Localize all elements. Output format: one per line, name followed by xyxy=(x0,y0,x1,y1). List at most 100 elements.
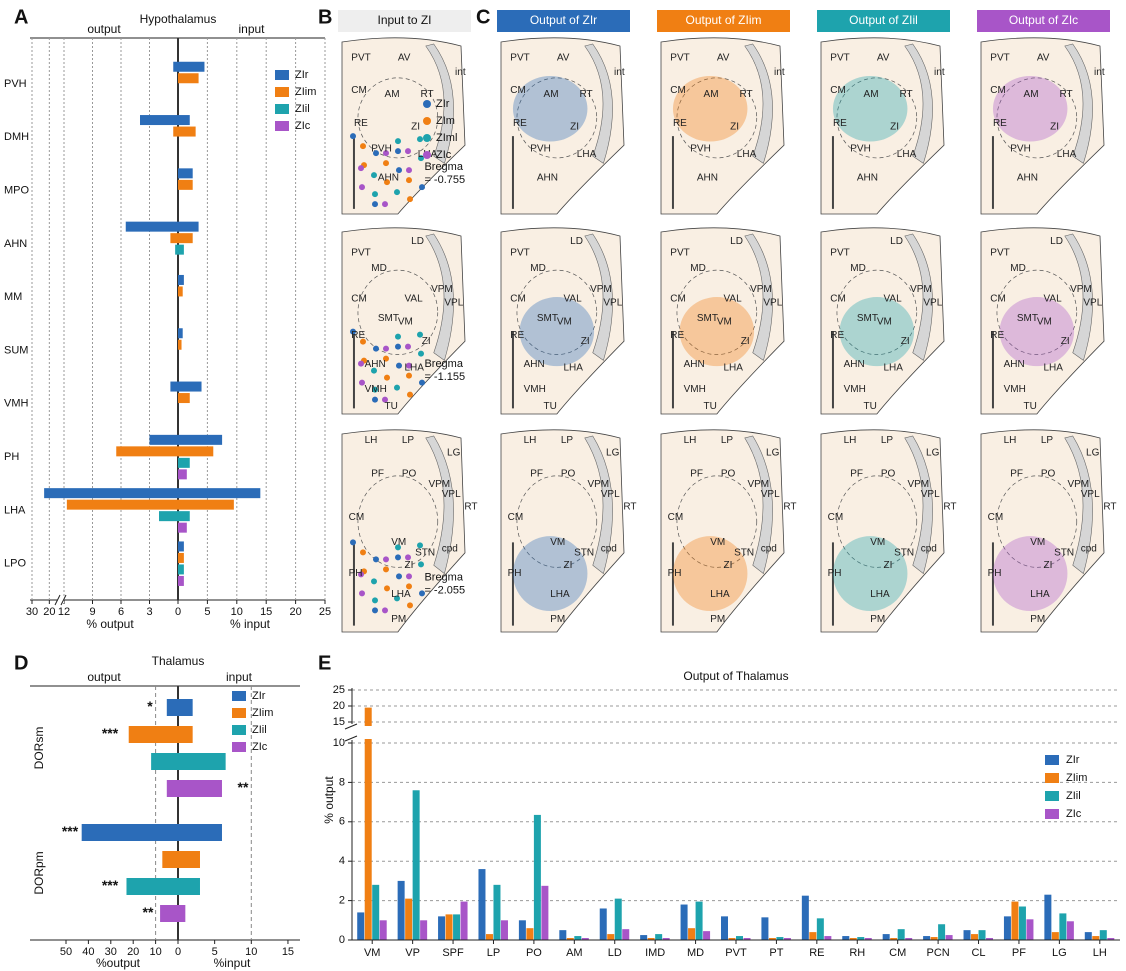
bar-input xyxy=(178,780,222,797)
legend-label: ZIc xyxy=(436,149,452,161)
region-label: ZI xyxy=(405,560,414,571)
x-axis-label: % input xyxy=(230,617,271,631)
region-label: AV xyxy=(877,52,890,63)
region-label: VPM xyxy=(750,284,772,295)
bar xyxy=(736,936,743,940)
region-label: LD xyxy=(570,236,583,247)
region-label: AV xyxy=(717,52,730,63)
x-tick-label: 3 xyxy=(146,606,152,618)
region-label: ZI xyxy=(581,336,590,347)
region-label: ZI xyxy=(884,560,893,571)
bar xyxy=(971,934,978,940)
bar-input xyxy=(178,328,183,338)
bar-input xyxy=(178,168,193,178)
x-tick-label: 10 xyxy=(231,606,243,618)
legend-swatch xyxy=(275,104,289,114)
region-label: AHN xyxy=(524,359,545,370)
bar xyxy=(478,869,485,940)
region-label: TU xyxy=(1024,401,1037,412)
region-label: PH xyxy=(349,568,363,579)
cell-dot xyxy=(405,344,411,350)
x-tick-label: PO xyxy=(526,947,542,959)
bar xyxy=(640,935,647,940)
region-label: VPL xyxy=(923,297,942,308)
bar xyxy=(938,924,945,940)
bar xyxy=(446,914,453,940)
region-label: RE xyxy=(354,118,368,129)
y-tick-label: 2 xyxy=(339,895,345,907)
bar-output xyxy=(126,222,178,232)
cell-dot xyxy=(396,573,402,579)
cell-dot xyxy=(395,344,401,350)
region-label: PVT xyxy=(990,52,1009,63)
legend-label: ZIc xyxy=(1066,808,1082,820)
region-label: LHA xyxy=(550,589,570,600)
region-label: VM xyxy=(550,537,565,548)
bar-input xyxy=(178,222,199,232)
cell-dot xyxy=(407,196,413,202)
bar-input xyxy=(178,73,199,83)
region-label: RT xyxy=(623,502,636,513)
projection-density xyxy=(520,297,594,366)
bar xyxy=(703,931,710,940)
region-label: LHA xyxy=(1057,149,1077,160)
bar xyxy=(1085,932,1092,940)
column-title: Output of ZIim xyxy=(685,13,761,27)
cell-dot xyxy=(373,556,379,562)
region-label: PVT xyxy=(670,52,689,63)
region-label: VM xyxy=(398,317,413,328)
region-label: VM xyxy=(1037,317,1052,328)
region-label: cpd xyxy=(761,543,777,554)
region-label: VMH xyxy=(1004,384,1026,395)
bar xyxy=(615,899,622,940)
x-tick-label: 0 xyxy=(175,946,181,958)
projection-density xyxy=(1000,297,1074,366)
region-label: TU xyxy=(385,401,398,412)
bar-input xyxy=(178,245,184,255)
bar-input xyxy=(178,541,184,551)
side-label: output xyxy=(87,22,121,36)
region-label: MD xyxy=(371,263,387,274)
region-label: ZI xyxy=(422,336,431,347)
x-tick-label: 6 xyxy=(118,606,124,618)
category-label: PVH xyxy=(4,78,27,90)
cell-dot xyxy=(372,397,378,403)
region-label: PH xyxy=(828,568,842,579)
region-label: VM xyxy=(877,317,892,328)
region-label: AHN xyxy=(857,173,878,184)
bar-output xyxy=(150,435,179,445)
cell-dot xyxy=(395,148,401,154)
bar xyxy=(534,815,541,940)
bar xyxy=(438,916,445,940)
region-label: VAL xyxy=(724,294,743,305)
region-label: MD xyxy=(530,263,546,274)
bar xyxy=(761,917,768,940)
bar xyxy=(398,881,405,940)
side-label: input xyxy=(238,22,265,36)
bar xyxy=(1019,907,1026,940)
region-label: MD xyxy=(850,263,866,274)
region-label: VMH xyxy=(524,384,546,395)
region-label: LG xyxy=(926,448,940,459)
region-label: PM xyxy=(1030,614,1045,625)
region-label: PH xyxy=(668,568,682,579)
region-label: LP xyxy=(721,435,734,446)
region-label: RT xyxy=(783,502,796,513)
bar-output xyxy=(126,878,178,895)
region-label: CM xyxy=(988,512,1004,523)
x-tick-label: AM xyxy=(566,947,583,959)
y-tick-label: 20 xyxy=(333,700,345,712)
region-label: RT xyxy=(464,502,477,513)
cell-dot xyxy=(418,351,424,357)
region-label: RT xyxy=(579,89,592,100)
region-label: RE xyxy=(993,118,1007,129)
y-tick-label: 0 xyxy=(339,934,345,946)
bar xyxy=(541,886,548,940)
region-label: PVH xyxy=(371,143,392,154)
region-label: STN xyxy=(415,547,435,558)
region-label: cpd xyxy=(442,543,458,554)
bar xyxy=(486,934,493,940)
region-label: RT xyxy=(420,89,433,100)
bar-input xyxy=(178,458,190,468)
region-label: RT xyxy=(943,502,956,513)
